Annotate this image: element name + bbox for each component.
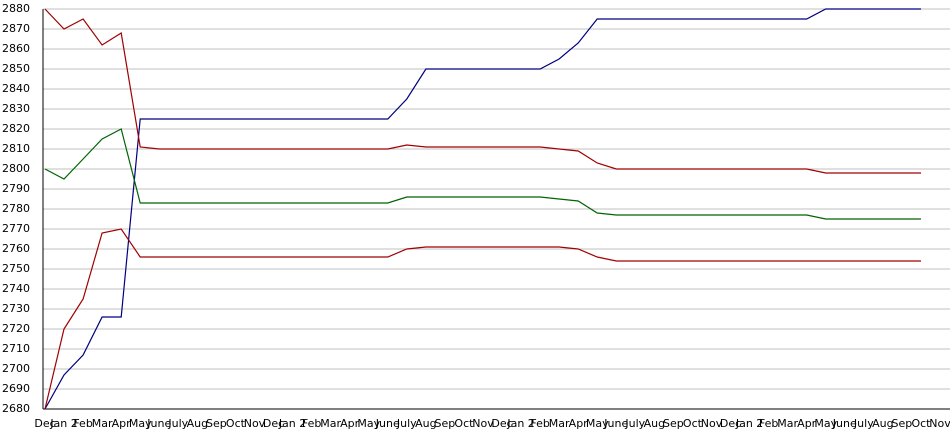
y-tick-label: 2710 — [2, 342, 30, 355]
x-tick-label: Oct — [911, 417, 931, 430]
x-tick-label: Aug — [415, 417, 436, 430]
x-tick-label: July — [396, 417, 417, 430]
x-tick-label: Nov — [929, 417, 950, 430]
x-tick-label: Dec — [491, 417, 512, 430]
x-tick-label: Aug — [872, 417, 893, 430]
y-tick-label: 2720 — [2, 322, 30, 335]
y-tick-label: 2790 — [2, 182, 30, 195]
x-tick-label: Aug — [187, 417, 208, 430]
y-tick-label: 2690 — [2, 382, 30, 395]
y-tick-label: 2700 — [2, 362, 30, 375]
y-tick-label: 2830 — [2, 102, 30, 115]
x-tick-label: Sep — [206, 417, 227, 430]
x-tick-label: Feb — [530, 417, 549, 430]
x-tick-label: Sep — [892, 417, 913, 430]
y-tick-label: 2780 — [2, 202, 30, 215]
x-tick-label: Jan 2 — [735, 417, 763, 430]
x-tick-label: Nov — [472, 417, 494, 430]
x-tick-label: Oct — [226, 417, 246, 430]
y-tick-label: 2820 — [2, 122, 30, 135]
y-tick-label: 2840 — [2, 82, 30, 95]
x-tick-label: June — [375, 417, 400, 430]
x-tick-label: Nov — [701, 417, 723, 430]
x-tick-label: Mar — [777, 417, 798, 430]
x-tick-label: Jan 2 — [49, 417, 77, 430]
x-tick-label: Oct — [683, 417, 703, 430]
x-tick-label: Jan 2 — [506, 417, 534, 430]
y-tick-label: 2760 — [2, 242, 30, 255]
x-tick-label: Nov — [244, 417, 266, 430]
x-tick-label: Feb — [73, 417, 92, 430]
x-tick-label: May — [129, 417, 152, 430]
x-tick-label: Jan 2 — [278, 417, 306, 430]
y-tick-label: 2800 — [2, 162, 30, 175]
x-tick-label: July — [853, 417, 874, 430]
x-tick-label: Sep — [663, 417, 684, 430]
x-tick-label: Dec — [720, 417, 741, 430]
y-tick-label: 2870 — [2, 22, 30, 35]
y-tick-label: 2750 — [2, 262, 30, 275]
y-tick-label: 2810 — [2, 142, 30, 155]
y-tick-label: 2880 — [2, 2, 30, 15]
x-tick-label: Feb — [302, 417, 321, 430]
x-tick-label: Feb — [759, 417, 778, 430]
y-tick-label: 2860 — [2, 42, 30, 55]
x-tick-label: Mar — [549, 417, 570, 430]
y-tick-label: 2850 — [2, 62, 30, 75]
x-tick-label: May — [586, 417, 609, 430]
x-tick-label: June — [603, 417, 628, 430]
y-tick-label: 2740 — [2, 282, 30, 295]
series-line — [44, 8, 921, 174]
x-tick-label: July — [624, 417, 645, 430]
x-tick-label: June — [146, 417, 171, 430]
x-tick-label: Apr — [797, 417, 817, 430]
x-tick-label: Aug — [644, 417, 665, 430]
y-tick-label: 2680 — [2, 402, 30, 415]
x-tick-label: Apr — [340, 417, 360, 430]
y-tick-label: 2730 — [2, 302, 30, 315]
y-tick-label: 2770 — [2, 222, 30, 235]
x-tick-label: Apr — [569, 417, 589, 430]
series-line — [44, 228, 921, 410]
x-tick-label: Sep — [435, 417, 456, 430]
x-tick-label: Dec — [263, 417, 284, 430]
x-tick-label: Mar — [320, 417, 341, 430]
x-tick-label: Apr — [112, 417, 132, 430]
x-tick-label: May — [357, 417, 380, 430]
x-tick-label: May — [814, 417, 837, 430]
x-tick-label: Mar — [92, 417, 113, 430]
x-tick-label: July — [167, 417, 188, 430]
x-tick-label: June — [832, 417, 857, 430]
x-tick-label: Oct — [454, 417, 474, 430]
series-line — [44, 8, 921, 410]
x-tick-label: Dec — [34, 417, 55, 430]
series-line — [44, 128, 921, 220]
